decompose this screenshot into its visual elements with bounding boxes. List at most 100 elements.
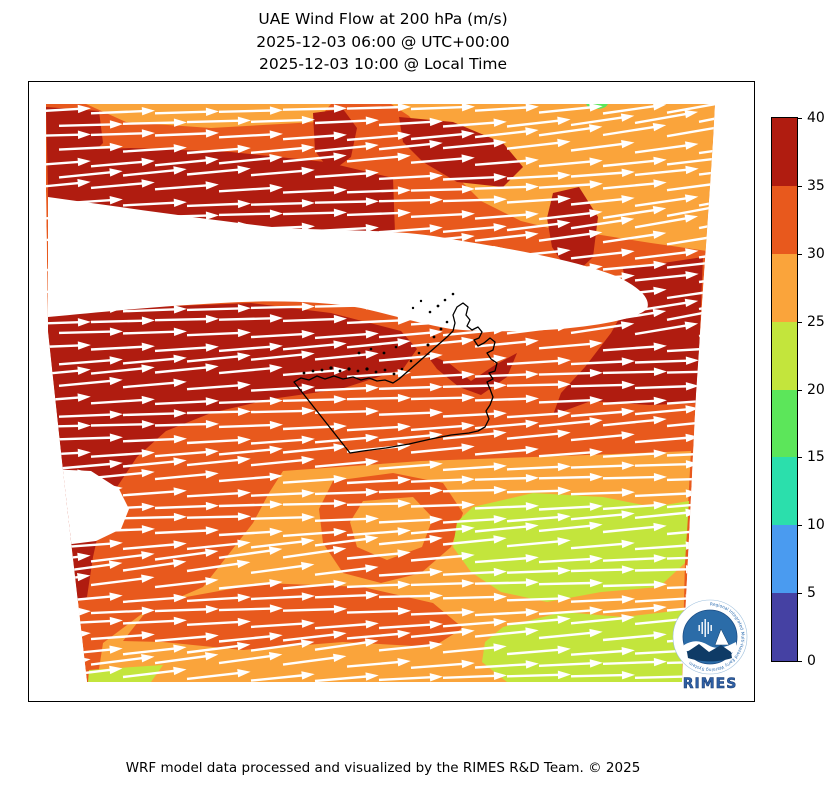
colorbar-tick <box>797 661 802 662</box>
wind-arrows-layer <box>46 104 715 682</box>
colorbar-tick-label: 30 <box>807 245 825 262</box>
uae-border <box>293 292 498 454</box>
wind-arrow <box>378 673 443 682</box>
wind-arrow <box>154 107 219 116</box>
wind-arrow <box>442 354 507 364</box>
wind-arrow <box>122 512 187 522</box>
wind-arrow <box>570 357 635 366</box>
wind-arrow <box>538 368 603 378</box>
wind-arrow <box>46 341 91 350</box>
wind-arrow <box>474 127 539 139</box>
wind-arrow <box>634 356 699 365</box>
wind-arrow <box>570 614 635 625</box>
wind-arrow <box>314 197 379 206</box>
wind-arrow <box>570 595 635 604</box>
wind-arrow <box>698 438 715 445</box>
wind-arrow <box>90 364 155 375</box>
wind-arrow <box>442 429 507 440</box>
wind-arrow <box>250 592 315 601</box>
wind-arrow <box>154 419 219 429</box>
wind-arrow <box>250 489 315 498</box>
wind-arrow <box>570 380 635 390</box>
wind-arrow <box>666 157 715 166</box>
wind-arrow <box>570 139 635 152</box>
wind-arrow <box>538 448 603 458</box>
wind-arrow <box>186 352 251 363</box>
wind-arrow <box>186 199 251 209</box>
wind-arrow <box>218 396 283 406</box>
wind-arrow <box>378 641 443 652</box>
wind-arrow <box>186 512 251 521</box>
persian-gulf-mask <box>48 197 648 332</box>
wind-arrow <box>314 672 379 682</box>
wind-arrow <box>314 457 379 468</box>
wind-arrow <box>474 230 539 242</box>
wind-arrow <box>602 554 667 563</box>
wind-arrow <box>698 166 715 176</box>
wind-arrow <box>698 249 715 259</box>
wind-arrow <box>506 513 571 523</box>
wind-arrow <box>186 641 251 654</box>
wind-arrow <box>474 370 539 379</box>
wind-arrow <box>218 632 283 643</box>
wind-arrow <box>442 567 507 577</box>
wind-arrow <box>282 527 347 538</box>
wind-arrow <box>250 143 315 154</box>
wind-arrow <box>250 383 315 392</box>
wind-arrow <box>314 638 379 651</box>
wind-arrow <box>90 179 155 190</box>
wind-arrow <box>58 142 123 152</box>
wind-arrow <box>90 342 155 352</box>
wind-arrow <box>506 486 571 496</box>
wind-arrow <box>474 337 539 348</box>
wind-arrow <box>570 670 635 680</box>
wind-arrow <box>474 627 539 638</box>
wind-arrow <box>250 639 315 652</box>
wind-arrow <box>314 514 379 524</box>
wind-arrow <box>154 652 219 665</box>
wind-arrow <box>186 407 251 416</box>
colorbar-segment <box>772 118 797 186</box>
wind-arrow <box>698 297 715 311</box>
wind-arrow <box>442 195 507 204</box>
wind-arrow <box>346 208 411 218</box>
wind-arrow <box>282 208 347 217</box>
wind-arrow <box>250 166 315 177</box>
wind-arrow <box>602 501 667 511</box>
wind-arrow <box>282 131 347 141</box>
wind-arrow <box>282 499 347 508</box>
wind-arrow <box>46 656 91 668</box>
wind-arrow <box>410 421 475 432</box>
wind-arrow <box>538 578 603 588</box>
wind-arrow <box>506 537 571 548</box>
wind-arrow <box>282 579 347 590</box>
wind-arrow <box>154 397 219 406</box>
wind-arrow <box>186 435 251 445</box>
wind-arrow <box>378 534 443 546</box>
wind-arrow <box>570 431 635 442</box>
wind-arrow <box>122 593 187 604</box>
wind-arrow <box>346 316 411 325</box>
wind-arrow <box>378 139 443 151</box>
wind-arrow <box>218 183 283 193</box>
wind-arrow <box>122 378 187 389</box>
wind-arrow <box>282 340 347 351</box>
wind-arrow <box>474 182 539 192</box>
wind-arrow <box>186 165 251 176</box>
wind-arrow <box>90 631 155 641</box>
wind-arrow <box>218 420 283 430</box>
wind-arrow <box>154 156 219 167</box>
wind-arrow <box>570 461 635 470</box>
wind-arrow <box>602 657 667 667</box>
wind-arrow <box>282 604 347 614</box>
wind-arrow <box>122 616 187 626</box>
wind-arrow <box>410 608 475 617</box>
wind-arrow <box>122 434 187 444</box>
wind-arrow <box>410 627 475 638</box>
wind-arrow <box>378 486 443 495</box>
wind-arrow <box>218 527 283 537</box>
wind-arrow <box>538 554 603 564</box>
wind-arrow <box>90 395 155 405</box>
wind-arrow <box>698 569 715 573</box>
wind-arrow <box>538 180 603 189</box>
